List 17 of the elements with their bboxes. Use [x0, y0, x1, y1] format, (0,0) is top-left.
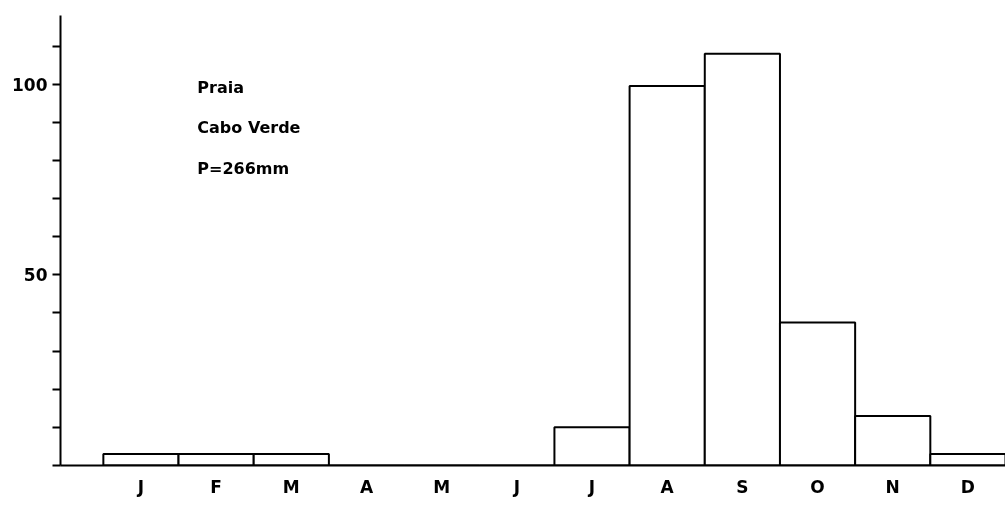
x-tick-label: J [512, 476, 520, 497]
x-tick-label: O [810, 476, 825, 497]
x-tick-label: N [885, 476, 900, 497]
x-tick-label: F [210, 476, 222, 497]
y-tick-label: 100 [12, 74, 48, 95]
annotation: Cabo Verde [197, 118, 301, 137]
annotation: P=266mm [197, 158, 290, 178]
x-tick-label: D [960, 476, 975, 497]
y-tick-label: 50 [23, 265, 48, 286]
x-tick-label: J [587, 476, 596, 497]
x-tick-label: M [282, 476, 300, 497]
x-tick-label: S [736, 476, 749, 497]
x-tick-label: A [359, 476, 374, 497]
x-tick-label: A [660, 476, 675, 497]
x-tick-label: M [433, 476, 451, 497]
annotation: Praia [197, 77, 245, 97]
x-tick-label: J [136, 476, 145, 497]
